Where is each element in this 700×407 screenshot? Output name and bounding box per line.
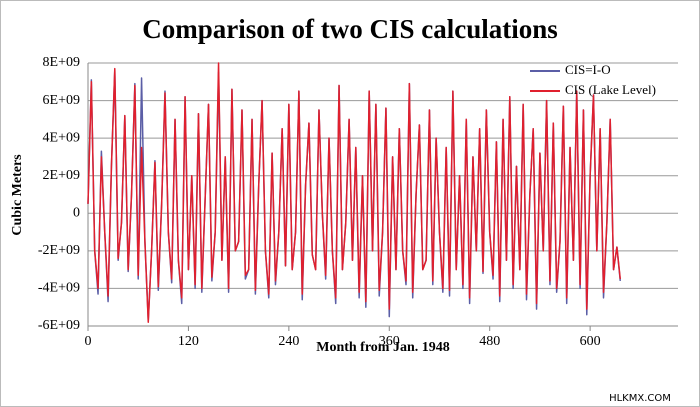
data-line: [87, 62, 622, 323]
x-tick-label: 480: [479, 334, 500, 349]
y-tick-label: -4E+09: [38, 281, 80, 296]
x-tick-label: 240: [278, 334, 299, 349]
x-axis-label: Month from Jan. 1948: [316, 340, 450, 355]
y-tick-label: 2E+09: [43, 168, 80, 183]
y-tick-label: -6E+09: [38, 318, 80, 333]
watermark: HLKMX.COM: [609, 393, 671, 404]
chart-title: Comparison of two CIS calculations: [142, 14, 558, 44]
y-axis-label: Cubic Meters: [10, 154, 25, 236]
x-tick-label: 120: [178, 334, 199, 349]
y-tick-label: -2E+09: [38, 243, 80, 258]
x-tick-label: 600: [580, 334, 601, 349]
y-tick-label: 4E+09: [43, 130, 80, 145]
y-tick-label: 6E+09: [43, 93, 80, 108]
x-tick-label: 0: [85, 334, 92, 349]
legend-label: CIS=I-O: [565, 62, 611, 77]
x-tick-label: 360: [379, 334, 400, 349]
y-tick-label: 0: [73, 206, 80, 221]
legend-label: CIS (Lake Level): [565, 82, 656, 97]
y-tick-label: 8E+09: [43, 55, 80, 70]
